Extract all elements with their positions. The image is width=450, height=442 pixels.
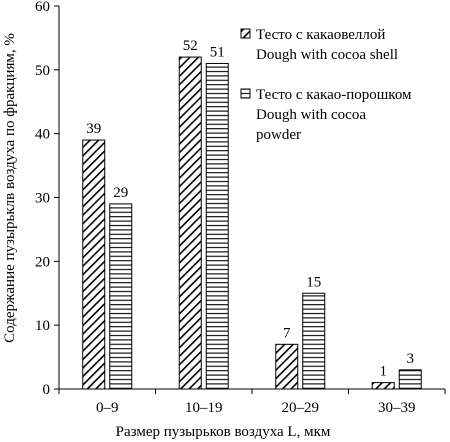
legend-text-1: Тесто с какаовеллой <box>256 27 385 43</box>
y-tick-label: 0 <box>43 382 51 398</box>
legend-text-2: powder <box>256 127 301 143</box>
data-label-series-1-1: 39 <box>86 121 101 137</box>
bars <box>82 56 422 390</box>
x-tick-label: 20–29 <box>282 400 320 416</box>
legend-swatch-1 <box>240 28 251 39</box>
y-tick-label: 60 <box>35 0 50 15</box>
x-axis-title: Размер пузырьков воздуха L, мкм <box>116 424 331 440</box>
x-axis: 0–9 10–19 20–29 30–39 <box>58 388 446 416</box>
data-label-series-2-4: 3 <box>407 351 415 367</box>
legend-text-2: Тесто с какао-порошком <box>256 87 412 103</box>
bar-series-1-3 <box>275 343 299 390</box>
bar-series-2-3 <box>302 292 326 390</box>
x-tick-label: 30–39 <box>378 400 416 416</box>
data-label-series-1-2: 52 <box>183 38 198 54</box>
bar-series-2-4 <box>398 369 422 390</box>
y-tick-label: 30 <box>35 191 50 207</box>
bar-series-1-2 <box>178 56 202 390</box>
y-axis: 0 10 20 30 40 50 60 <box>35 0 60 398</box>
data-label-series-2-1: 29 <box>113 185 128 201</box>
data-labels: 39 52 7 1 29 51 15 3 <box>86 38 414 380</box>
data-label-series-2-3: 15 <box>306 274 321 290</box>
legend-swatch-2 <box>240 88 251 99</box>
bar-series-1-1 <box>82 139 106 390</box>
x-tick-label: 0–9 <box>96 400 119 416</box>
bar-series-2-2 <box>205 62 229 390</box>
y-tick-label: 10 <box>35 318 50 334</box>
y-tick-label: 40 <box>35 127 50 143</box>
data-label-series-1-3: 7 <box>283 325 291 341</box>
y-tick-label: 20 <box>35 254 50 270</box>
x-tick-label: 10–19 <box>185 400 223 416</box>
data-label-series-2-2: 51 <box>210 44 225 60</box>
bar-series-2-1 <box>109 203 133 390</box>
y-tick-label: 50 <box>35 63 50 79</box>
y-axis-title: Содержание пузырьклв воздуха по фракциям… <box>2 33 18 343</box>
bar-series-1-4 <box>371 382 395 390</box>
data-label-series-1-4: 1 <box>380 364 388 380</box>
legend: Тесто с какаовеллой Dough with cocoa shel… <box>240 27 412 143</box>
legend-text-1: Dough with cocoa shell <box>256 47 398 63</box>
legend-text-2: Dough with cocoa <box>256 107 366 123</box>
